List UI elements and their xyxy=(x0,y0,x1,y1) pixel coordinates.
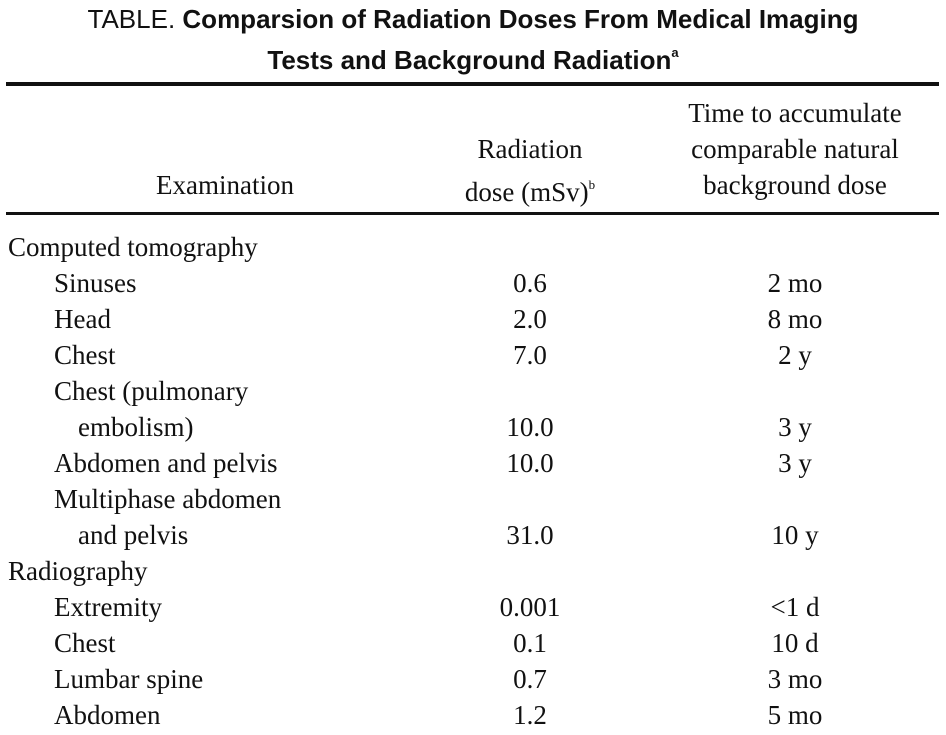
table-row: Lumbar spine 0.7 3 mo xyxy=(0,661,946,697)
table-row: Abdomen and pelvis 10.0 3 y xyxy=(0,445,946,481)
dose-cell: 10.0 xyxy=(506,412,554,442)
dose-cell: 0.6 xyxy=(513,268,547,298)
header-time: Time to accumulate comparable natural ba… xyxy=(650,95,940,203)
table-body: Computed tomography Sinuses 0.6 2 mo Head 2.0… xyxy=(0,229,946,733)
dose-cell: 2.0 xyxy=(513,304,547,334)
table-row: Chest 7.0 2 y xyxy=(0,337,946,373)
section-row: Computed tomography xyxy=(0,229,946,265)
time-cell: 3 mo xyxy=(767,664,823,694)
table-row: Extremity 0.001 <1 d xyxy=(0,589,946,625)
table-row: embolism) 10.0 3 y xyxy=(0,409,946,445)
top-rule xyxy=(6,82,939,86)
examination-cell: Radiography xyxy=(8,556,148,586)
dose-cell: 7.0 xyxy=(513,340,547,370)
dose-cell: 31.0 xyxy=(506,520,554,550)
time-cell: 3 y xyxy=(778,412,812,442)
examination-cell: Abdomen xyxy=(54,700,161,730)
header-dose-line-2: dose (mSv)b xyxy=(420,167,640,210)
header-dose-line-1: Radiation xyxy=(477,134,583,164)
table-row: Chest 0.1 10 d xyxy=(0,625,946,661)
time-cell: 10 y xyxy=(771,520,819,550)
examination-cell: Multiphase abdomen xyxy=(54,484,282,514)
dose-cell: 0.7 xyxy=(513,664,547,694)
section-row: Radiography xyxy=(0,553,946,589)
title-line-1: TABLE. Comparsion of Radiation Doses Fro… xyxy=(0,2,946,36)
table-title: TABLE. Comparsion of Radiation Doses Fro… xyxy=(0,2,946,77)
dose-cell: 10.0 xyxy=(506,448,554,478)
time-cell: 3 y xyxy=(778,448,812,478)
header-dose-footnote-mark: b xyxy=(588,177,596,192)
time-cell: 10 d xyxy=(771,628,819,658)
dose-cell: 0.001 xyxy=(499,592,561,622)
header-time-line-2: comparable natural xyxy=(691,134,899,164)
title-line-2: Tests and Background Radiationa xyxy=(0,36,946,77)
header-examination-text: Examination xyxy=(156,170,294,200)
header-examination: Examination xyxy=(100,167,350,203)
examination-cell: Chest (pulmonary xyxy=(54,376,249,406)
examination-cell: Sinuses xyxy=(54,268,137,298)
title-text-1: Comparsion of Radiation Doses From Medic… xyxy=(182,4,859,34)
examination-cell: Computed tomography xyxy=(8,232,258,262)
time-cell: 2 mo xyxy=(767,268,823,298)
time-cell: 8 mo xyxy=(767,304,823,334)
examination-cell: and pelvis xyxy=(78,520,189,550)
header-dose: Radiation dose (mSv)b xyxy=(420,131,640,210)
table-row: Abdomen 1.2 5 mo xyxy=(0,697,946,733)
examination-cell: embolism) xyxy=(78,412,194,442)
examination-cell: Head xyxy=(54,304,111,334)
title-text-2: Tests and Background Radiation xyxy=(267,45,672,75)
time-cell: <1 d xyxy=(770,592,820,622)
header-rule xyxy=(6,212,939,215)
examination-cell: Chest xyxy=(54,340,116,370)
time-cell: 2 y xyxy=(778,340,812,370)
dose-cell: 1.2 xyxy=(513,700,547,730)
title-footnote-mark: a xyxy=(671,45,679,60)
header-time-line-1: Time to accumulate xyxy=(688,98,902,128)
examination-cell: Chest xyxy=(54,628,116,658)
table-row: Multiphase abdomen xyxy=(0,481,946,517)
examination-cell: Abdomen and pelvis xyxy=(54,448,278,478)
time-cell: 5 mo xyxy=(767,700,823,730)
dose-cell: 0.1 xyxy=(513,628,547,658)
header-dose-text-2: dose (mSv) xyxy=(464,177,589,207)
table-row: Chest (pulmonary xyxy=(0,373,946,409)
examination-cell: Lumbar spine xyxy=(54,664,204,694)
header-time-line-3: background dose xyxy=(703,170,887,200)
table-row: and pelvis 31.0 10 y xyxy=(0,517,946,553)
table-row: Sinuses 0.6 2 mo xyxy=(0,265,946,301)
table-label: TABLE. xyxy=(87,4,176,34)
table-row: Head 2.0 8 mo xyxy=(0,301,946,337)
examination-cell: Extremity xyxy=(54,592,162,622)
